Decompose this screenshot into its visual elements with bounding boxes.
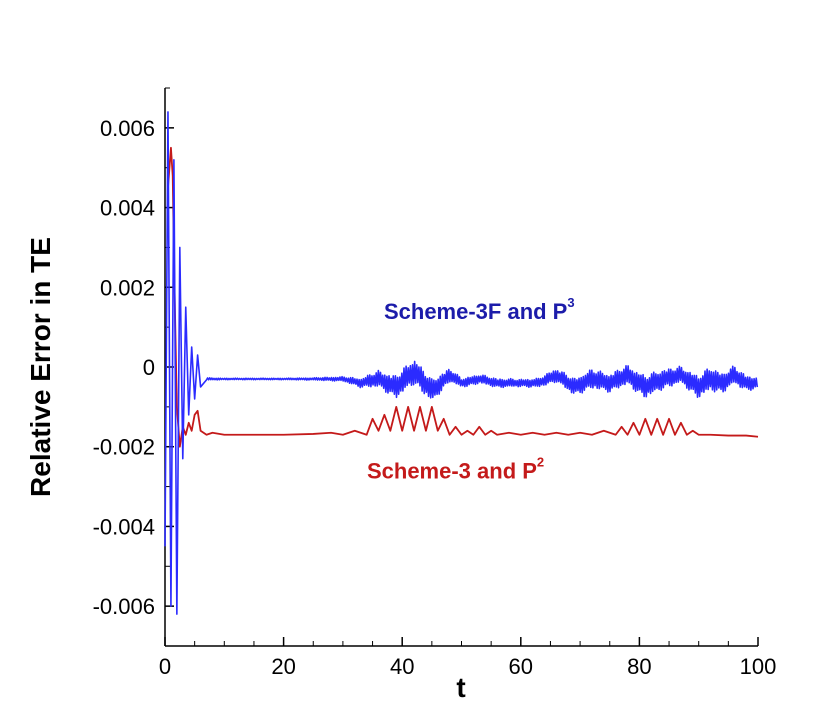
series-lines (164, 111, 759, 615)
y-tick-label: -0.002 (93, 435, 155, 460)
x-axis-title: t (456, 672, 465, 703)
y-axis-title: Relative Error in TE (25, 237, 56, 497)
series-label-scheme-3-text: Scheme-3 and P (367, 459, 537, 484)
series-label-scheme-3f-text: Scheme-3F and P (384, 299, 567, 324)
x-tick-label: 40 (390, 654, 414, 679)
series-label-scheme-3f: Scheme-3F and P3 (384, 295, 575, 324)
x-tick-label: 60 (509, 654, 533, 679)
y-tick-label: 0.006 (100, 116, 155, 141)
y-tick-label: 0.004 (100, 196, 155, 221)
x-tick-label: 80 (627, 654, 651, 679)
y-tick-label: 0 (143, 355, 155, 380)
y-tick-label: -0.006 (93, 594, 155, 619)
series-label-scheme-3: Scheme-3 and P2 (367, 455, 544, 484)
series-line-0 (164, 111, 759, 615)
y-tick-label: 0.002 (100, 275, 155, 300)
x-tick-label: 0 (159, 654, 171, 679)
axis-ticks: 0 20 40 60 80 100 0.006 0.004 0.002 0 -0.002 -0.004… (93, 87, 777, 679)
series-annotations: Scheme-3F and P3 Scheme-3 and P2 (367, 295, 575, 483)
x-tick-label: 100 (740, 654, 777, 679)
series-line-1 (167, 146, 759, 448)
series-label-scheme-3-sup: 2 (537, 455, 544, 470)
y-tick-label: -0.004 (93, 514, 155, 539)
x-tick-label: 20 (271, 654, 295, 679)
series-label-scheme-3f-sup: 3 (567, 295, 574, 310)
